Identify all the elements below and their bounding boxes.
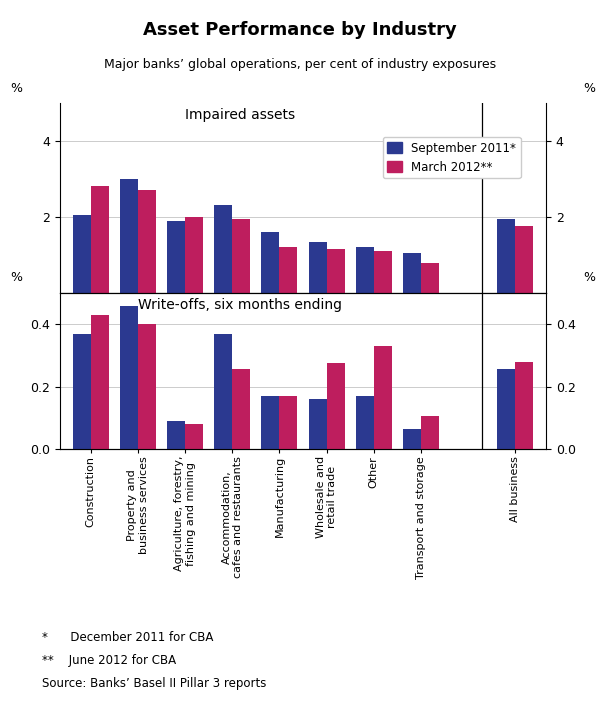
Bar bbox=[167, 421, 185, 449]
Bar bbox=[120, 179, 138, 293]
Text: Source: Banks’ Basel II Pillar 3 reports: Source: Banks’ Basel II Pillar 3 reports bbox=[42, 677, 266, 690]
Bar bbox=[91, 187, 109, 293]
Bar bbox=[280, 396, 298, 449]
Bar bbox=[185, 424, 203, 449]
Bar bbox=[497, 370, 515, 449]
Bar bbox=[73, 334, 91, 449]
Bar bbox=[280, 247, 298, 293]
Bar bbox=[232, 370, 250, 449]
Text: %: % bbox=[10, 271, 22, 284]
Bar bbox=[138, 325, 156, 449]
Text: %: % bbox=[584, 82, 596, 95]
Bar bbox=[214, 334, 232, 449]
Bar bbox=[185, 217, 203, 293]
Bar bbox=[214, 206, 232, 293]
Bar bbox=[421, 262, 439, 293]
Bar bbox=[421, 416, 439, 449]
Bar bbox=[515, 226, 533, 293]
Bar bbox=[138, 190, 156, 293]
Bar bbox=[356, 396, 374, 449]
Legend: September 2011*, March 2012**: September 2011*, March 2012** bbox=[383, 137, 521, 178]
Bar bbox=[326, 250, 344, 293]
Text: Major banks’ global operations, per cent of industry exposures: Major banks’ global operations, per cent… bbox=[104, 58, 496, 71]
Bar bbox=[232, 218, 250, 293]
Bar bbox=[403, 428, 421, 449]
Bar bbox=[167, 221, 185, 293]
Bar bbox=[308, 242, 326, 293]
Bar bbox=[374, 251, 392, 293]
Bar bbox=[326, 363, 344, 449]
Bar bbox=[73, 215, 91, 293]
Bar bbox=[356, 247, 374, 293]
Bar bbox=[497, 218, 515, 293]
Bar bbox=[262, 396, 280, 449]
Bar bbox=[262, 232, 280, 293]
Text: Impaired assets: Impaired assets bbox=[185, 108, 295, 122]
Bar bbox=[515, 362, 533, 449]
Bar bbox=[308, 399, 326, 449]
Bar bbox=[403, 253, 421, 293]
Bar bbox=[91, 315, 109, 449]
Text: *      December 2011 for CBA: * December 2011 for CBA bbox=[42, 631, 214, 643]
Bar bbox=[374, 346, 392, 449]
Text: Write-offs, six months ending: Write-offs, six months ending bbox=[138, 298, 342, 312]
Text: %: % bbox=[10, 82, 22, 95]
Text: Asset Performance by Industry: Asset Performance by Industry bbox=[143, 21, 457, 39]
Text: %: % bbox=[584, 271, 596, 284]
Text: **    June 2012 for CBA: ** June 2012 for CBA bbox=[42, 654, 176, 667]
Bar bbox=[120, 305, 138, 449]
